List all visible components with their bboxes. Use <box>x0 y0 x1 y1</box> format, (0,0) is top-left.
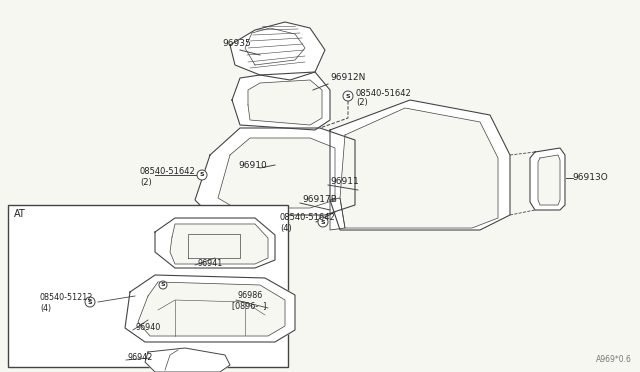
Circle shape <box>343 91 353 101</box>
Text: (2): (2) <box>356 99 368 108</box>
Text: S: S <box>161 282 165 288</box>
Circle shape <box>85 297 95 307</box>
Text: 96941: 96941 <box>197 259 222 267</box>
Text: 96940: 96940 <box>135 324 160 333</box>
Text: 96911: 96911 <box>330 177 359 186</box>
Polygon shape <box>330 100 510 230</box>
Polygon shape <box>125 275 295 342</box>
Circle shape <box>159 281 167 289</box>
Text: S: S <box>88 299 92 305</box>
Bar <box>8 205 288 367</box>
Polygon shape <box>245 28 305 65</box>
Text: 08540-51642: 08540-51642 <box>356 89 412 97</box>
Text: 96935: 96935 <box>222 39 251 48</box>
Text: S: S <box>321 219 325 224</box>
Text: [0896-  ]: [0896- ] <box>232 301 266 311</box>
Polygon shape <box>538 155 560 205</box>
Text: 96942: 96942 <box>128 353 154 362</box>
Text: 96913O: 96913O <box>572 173 608 183</box>
Circle shape <box>318 217 328 227</box>
Circle shape <box>197 170 207 180</box>
Polygon shape <box>340 108 498 228</box>
Polygon shape <box>230 22 325 80</box>
Polygon shape <box>155 218 275 268</box>
Polygon shape <box>138 282 285 336</box>
Polygon shape <box>248 80 322 125</box>
Text: 96986: 96986 <box>238 292 263 301</box>
Text: (2): (2) <box>140 177 152 186</box>
Text: 08540-51212: 08540-51212 <box>40 294 93 302</box>
Text: 96910: 96910 <box>238 161 267 170</box>
Polygon shape <box>218 138 335 208</box>
Text: AT: AT <box>14 209 26 219</box>
Text: A969*0.6: A969*0.6 <box>596 355 632 364</box>
Polygon shape <box>170 224 268 264</box>
Polygon shape <box>232 72 330 130</box>
Text: 08540-51642: 08540-51642 <box>280 214 336 222</box>
Text: (4): (4) <box>40 304 51 312</box>
Text: (4): (4) <box>280 224 292 232</box>
Text: 96912N: 96912N <box>330 74 365 83</box>
Text: S: S <box>346 93 350 99</box>
Polygon shape <box>530 148 565 210</box>
Polygon shape <box>195 128 355 215</box>
Text: 96917B: 96917B <box>302 196 337 205</box>
Text: 08540-51642: 08540-51642 <box>140 167 196 176</box>
Text: S: S <box>200 173 204 177</box>
Polygon shape <box>145 348 230 372</box>
Polygon shape <box>330 198 345 230</box>
